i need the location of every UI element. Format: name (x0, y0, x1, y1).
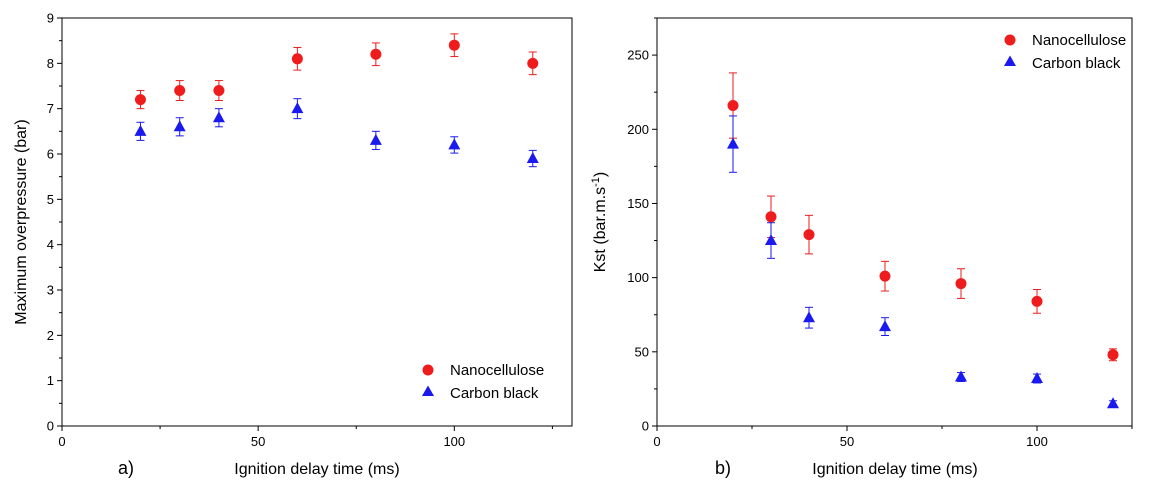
panel-label: a) (118, 458, 134, 478)
x-axis-label: Ignition delay time (ms) (812, 461, 977, 478)
point-carbon-black (765, 234, 777, 246)
point-nanocellulose (879, 270, 891, 282)
y-tick-label: 1 (47, 373, 54, 388)
point-carbon-black (369, 133, 382, 145)
point-carbon-black (134, 124, 147, 136)
point-nanocellulose (1107, 349, 1119, 361)
x-tick-label: 50 (840, 434, 854, 449)
y-tick-label: 4 (47, 237, 54, 252)
legend: Nanocellulose Carbon black (422, 362, 544, 402)
y-tick-label: 0 (47, 419, 54, 434)
y-tick-label: 6 (47, 147, 54, 162)
y-tick-label: 250 (627, 48, 649, 63)
point-nanocellulose (213, 85, 225, 97)
point-nanocellulose (291, 53, 303, 65)
legend-marker-nanocellulose (1004, 34, 1016, 46)
ticks: 0 50 100 0 1 2 3 4 5 6 7 8 9 (47, 11, 553, 449)
point-nanocellulose (527, 57, 539, 69)
point-nanocellulose (765, 211, 777, 223)
x-tick-label: 50 (251, 434, 265, 449)
legend-label-nanocellulose: Nanocellulose (1032, 32, 1126, 49)
legend-label-nanocellulose: Nanocellulose (450, 362, 544, 379)
x-tick-label: 0 (58, 434, 65, 449)
point-carbon-black (1107, 397, 1119, 409)
y-tick-label: 3 (47, 283, 54, 298)
legend-marker-carbon-black (1004, 55, 1016, 66)
y-tick-label: 50 (635, 344, 649, 359)
y-axis-label: Maximum overpressure (bar) (13, 119, 30, 324)
point-carbon-black (803, 311, 815, 323)
point-nanocellulose (370, 48, 382, 60)
panel-a-chart: 0 50 100 0 1 2 3 4 5 6 7 8 9 Ignition delay time (ms… (13, 11, 573, 478)
point-nanocellulose (134, 94, 146, 106)
y-tick-label: 150 (627, 196, 649, 211)
panel-label: b) (715, 458, 731, 478)
x-axis-label: Ignition delay time (ms) (234, 461, 399, 478)
legend-marker-nanocellulose (422, 364, 434, 376)
point-carbon-black (727, 137, 739, 149)
y-tick-label: 2 (47, 328, 54, 343)
y-tick-label: 200 (627, 122, 649, 137)
data-marks (727, 72, 1119, 409)
y-tick-label: 9 (47, 11, 54, 26)
point-carbon-black (955, 370, 967, 382)
point-nanocellulose (174, 85, 186, 97)
y-axis-label-end: ) (592, 172, 609, 177)
point-nanocellulose (955, 278, 967, 290)
y-axis-label: Kst (bar.m.s-1) (590, 172, 609, 272)
y-tick-label: 100 (627, 270, 649, 285)
data-marks (134, 33, 539, 168)
point-carbon-black (291, 102, 304, 114)
point-nanocellulose (448, 39, 460, 51)
ticks: 0 50 100 0 50 100 150 200 250 (627, 17, 1133, 449)
plot-frame (656, 17, 1133, 427)
point-nanocellulose (803, 229, 815, 241)
point-carbon-black (1031, 372, 1043, 384)
point-nanocellulose (1031, 295, 1043, 307)
point-carbon-black (448, 138, 461, 150)
legend-label-carbon-black: Carbon black (1032, 55, 1121, 72)
legend: Nanocellulose Carbon black (1004, 32, 1126, 72)
x-tick-label: 0 (653, 434, 660, 449)
legend-label-carbon-black: Carbon black (450, 385, 539, 402)
point-nanocellulose (727, 100, 739, 112)
panel-b-chart: 0 50 100 0 50 100 150 200 250 Ignition delay tim… (590, 17, 1133, 478)
point-carbon-black (212, 111, 225, 123)
y-axis-label-superscript: -1 (590, 177, 602, 187)
point-carbon-black (173, 120, 186, 132)
legend-marker-carbon-black (422, 385, 434, 396)
y-tick-label: 8 (47, 56, 54, 71)
point-carbon-black (526, 152, 539, 164)
y-tick-label: 0 (642, 419, 649, 434)
y-tick-label: 5 (47, 192, 54, 207)
y-tick-label: 7 (47, 101, 54, 116)
y-axis-label-main: Kst (bar.m.s (592, 187, 609, 272)
x-tick-label: 100 (1026, 434, 1048, 449)
x-tick-label: 100 (443, 434, 465, 449)
point-carbon-black (879, 320, 891, 332)
